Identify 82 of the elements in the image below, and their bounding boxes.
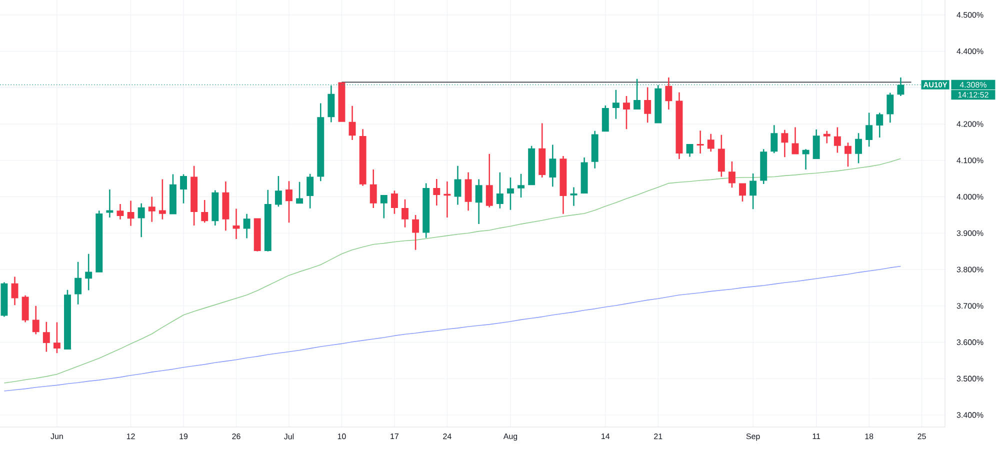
candlestick — [22, 295, 29, 322]
candlestick — [728, 161, 736, 188]
candlestick — [644, 87, 652, 123]
candlestick — [750, 173, 757, 210]
candlestick — [580, 157, 588, 194]
candlestick — [792, 127, 799, 154]
candlestick — [359, 129, 366, 186]
candlestick — [866, 112, 873, 147]
candlestick — [96, 210, 103, 272]
candlestick — [549, 144, 556, 187]
candlestick — [823, 130, 830, 144]
candlestick — [454, 166, 462, 205]
candlestick — [412, 214, 420, 250]
candlestick — [886, 92, 894, 123]
candlestick — [518, 174, 524, 198]
candlestick — [696, 130, 704, 154]
candlestick — [222, 181, 230, 231]
candlestick — [433, 178, 440, 206]
candlestick — [570, 187, 578, 206]
candlestick — [812, 129, 820, 159]
candlestick — [602, 105, 609, 132]
candlestick — [855, 133, 862, 164]
candlestick — [74, 262, 82, 304]
candlestick — [739, 183, 746, 202]
candlestick — [496, 172, 504, 208]
candlestick — [760, 149, 768, 184]
candlestick — [623, 96, 630, 130]
candlestick — [53, 322, 60, 354]
candlestick — [390, 190, 398, 214]
candlestick — [64, 290, 71, 350]
candlestick — [654, 85, 662, 124]
candlestick — [116, 204, 124, 220]
candlestick — [106, 189, 114, 218]
candlestick — [475, 179, 482, 224]
candlestick — [686, 144, 694, 157]
candlestick — [676, 92, 683, 159]
candlestick — [138, 203, 145, 238]
candlestick — [707, 134, 714, 152]
candlestick — [528, 146, 536, 186]
candlestick — [85, 254, 92, 290]
candlestick — [212, 190, 219, 226]
candlestick — [612, 90, 620, 119]
candlestick — [560, 156, 567, 214]
candlestick — [538, 123, 546, 178]
candlestick — [243, 214, 250, 238]
candlestick — [274, 176, 282, 207]
candlestick — [591, 130, 598, 168]
candlestick — [306, 174, 314, 208]
candlestick — [834, 127, 841, 153]
candlestick — [158, 179, 166, 220]
candlestick — [844, 142, 852, 167]
candlestick — [42, 322, 50, 352]
candlestick — [802, 149, 810, 170]
candlestick — [286, 181, 292, 223]
candlestick — [422, 183, 430, 238]
candlestick — [264, 190, 272, 252]
candlestick — [338, 82, 346, 122]
candlestick — [254, 218, 261, 252]
candlestick — [444, 181, 451, 218]
candlestick — [296, 182, 304, 204]
candlestick — [370, 169, 377, 208]
candlestick — [201, 200, 208, 223]
candlestick — [464, 172, 472, 211]
candlestick — [486, 154, 493, 208]
candlestick — [127, 200, 134, 226]
candlestick — [718, 134, 725, 177]
candlestick — [317, 103, 324, 182]
candlestick — [148, 196, 156, 222]
candlestick — [0, 282, 8, 317]
candlestick — [190, 166, 198, 226]
candlestick — [380, 194, 388, 218]
candlestick — [232, 208, 240, 239]
candlestick — [781, 130, 788, 158]
candlestick — [348, 106, 356, 140]
candlestick — [770, 125, 778, 154]
candlestick — [32, 306, 40, 334]
candlestick — [876, 112, 884, 138]
candlestick — [180, 174, 187, 204]
candlestick — [169, 174, 176, 214]
candlestick — [402, 199, 408, 228]
candlestick — [665, 77, 672, 110]
candlestick — [11, 276, 18, 306]
